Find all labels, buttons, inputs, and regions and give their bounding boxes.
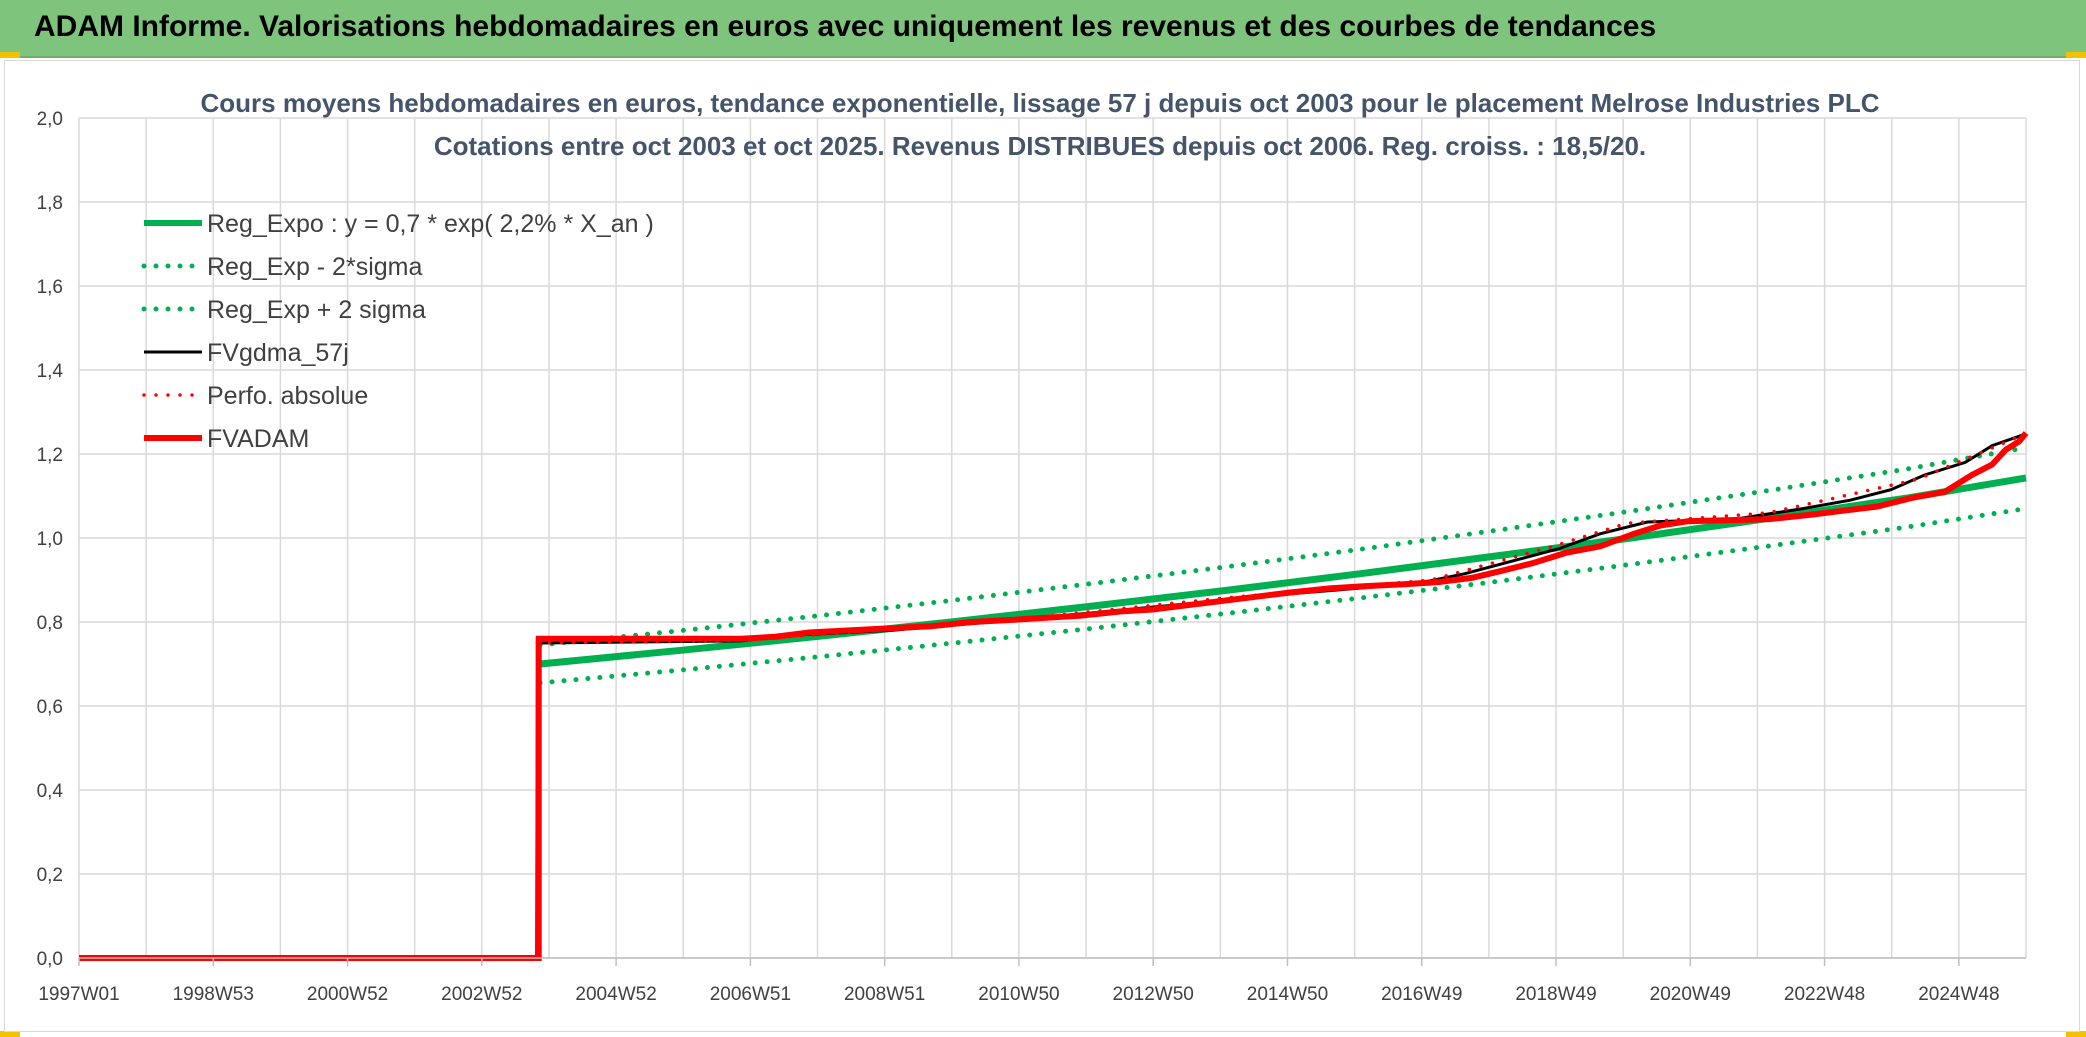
x-tick-label: 2002W52 <box>441 984 522 1005</box>
y-tick-label: 2,0 <box>37 109 63 130</box>
x-tick-label: 2000W52 <box>307 984 388 1005</box>
legend-label: Reg_Expo : y = 0,7 * exp( 2,2% * X_an ) <box>207 210 654 238</box>
corner-marker <box>2066 1031 2086 1037</box>
series-line <box>535 433 2025 645</box>
y-tick-label: 0,2 <box>37 865 63 886</box>
x-tick-label: 2012W50 <box>1113 984 1194 1005</box>
x-tick-label: 2016W49 <box>1381 984 1462 1005</box>
y-tick-label: 1,8 <box>37 193 63 214</box>
legend-label: FVADAM <box>207 425 309 453</box>
legend-label: Reg_Exp - 2*sigma <box>207 253 422 281</box>
x-tick-label: 2018W49 <box>1515 984 1596 1005</box>
x-tick-label: 2008W51 <box>844 984 925 1005</box>
x-tick-label: 2010W50 <box>978 984 1059 1005</box>
series-line <box>79 431 2029 961</box>
grid-lines <box>78 117 2027 959</box>
x-tick-label: 2022W48 <box>1784 984 1865 1005</box>
legend-label: FVgdma_57j <box>207 339 349 367</box>
x-tick-label: 2024W48 <box>1918 984 1999 1005</box>
y-tick-label: 0,8 <box>37 613 63 634</box>
series-line <box>537 506 2029 686</box>
x-tick-label: 2004W52 <box>575 984 656 1005</box>
y-tick-label: 1,0 <box>37 529 63 550</box>
y-tick-label: 1,4 <box>37 361 64 382</box>
legend-label: Reg_Exp + 2 sigma <box>207 296 426 324</box>
series-line <box>537 445 2029 648</box>
x-tick-label: 2014W50 <box>1247 984 1328 1005</box>
banner-title: ADAM Informe. Valorisations hebdomadaire… <box>34 10 1657 43</box>
y-tick-label: 0,6 <box>37 697 63 718</box>
corner-marker <box>0 1031 20 1037</box>
x-tick-label: 1998W53 <box>173 984 254 1005</box>
y-tick-label: 0,0 <box>37 949 63 970</box>
chart-legend: Reg_Expo : y = 0,7 * exp( 2,2% * X_an ) R… <box>141 210 654 453</box>
axis-labels: 0,0 0,2 0,4 0,6 0,8 1,0 1,2 1,4 1,6 1,8 2,0 1997W01… <box>37 109 2026 1005</box>
y-tick-label: 1,6 <box>37 277 63 298</box>
x-tick-label: 2020W49 <box>1650 984 1731 1005</box>
chart-title: Cours moyens hebdomadaires en euros, ten… <box>201 88 1880 118</box>
x-tick-label: 1997W01 <box>38 984 119 1005</box>
y-tick-label: 1,2 <box>37 445 63 466</box>
legend-label: Perfo. absolue <box>207 382 368 410</box>
report-banner: ADAM Informe. Valorisations hebdomadaire… <box>0 0 2086 58</box>
chart-subtitle: Cotations entre oct 2003 et oct 2025. Re… <box>434 131 1646 161</box>
series-line <box>79 433 2024 960</box>
corner-marker <box>0 52 20 58</box>
corner-marker <box>2066 52 2086 58</box>
series-lines <box>79 431 2029 961</box>
y-tick-label: 0,4 <box>37 781 64 802</box>
chart-frame <box>4 60 2080 1032</box>
x-tick-label: 2006W51 <box>710 984 791 1005</box>
